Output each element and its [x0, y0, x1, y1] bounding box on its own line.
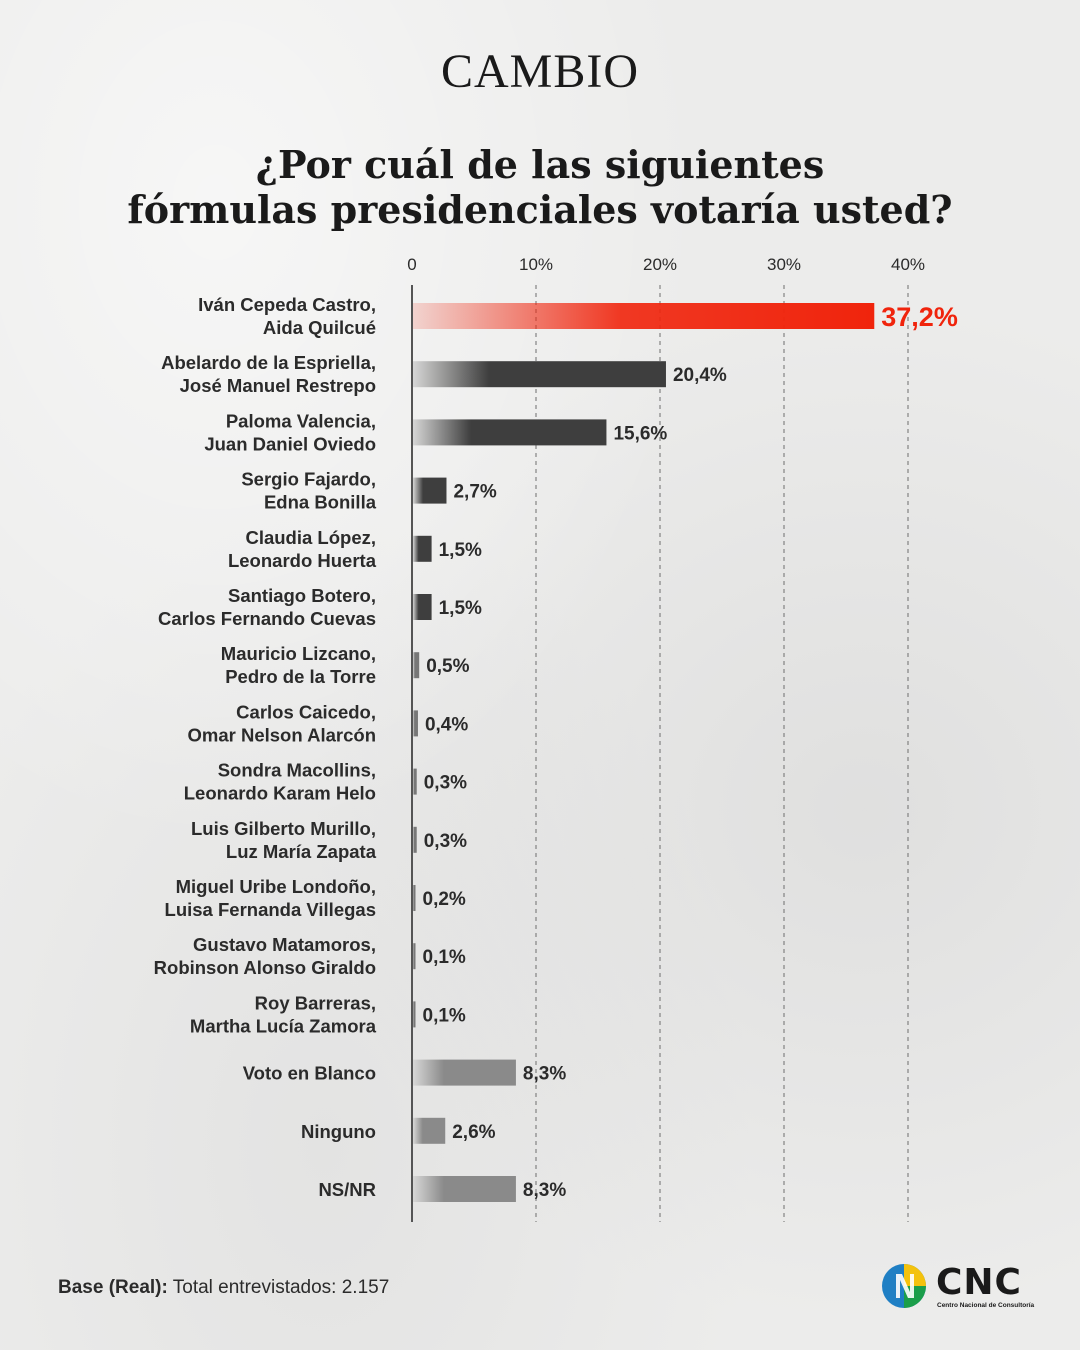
value-label: 20,4%: [673, 365, 727, 386]
brand-logo: CAMBIO: [440, 45, 640, 98]
category-label: Sondra Macollins, Leonardo Karam Helo: [184, 760, 376, 804]
bar: [413, 1117, 446, 1144]
category-label: Luis Gilberto Murillo, Luz María Zapata: [191, 818, 377, 862]
bar: [413, 303, 875, 329]
category-label: Iván Cepeda Castro, Aida Quilcué: [198, 294, 376, 338]
x-tick-label: 30%: [767, 255, 801, 274]
logo-name: CNC: [936, 1262, 1022, 1303]
category-label: Ninguno: [301, 1121, 376, 1142]
value-label: 0,2%: [423, 889, 466, 910]
category-label: Roy Barreras, Martha Lucía Zamora: [190, 992, 377, 1036]
chart-title: ¿Por cuál de las siguientes fórmulas pre…: [60, 142, 1020, 232]
category-label: Mauricio Lizcano, Pedro de la Torre: [221, 643, 376, 687]
bar: [413, 885, 416, 911]
value-label: 0,3%: [424, 831, 467, 852]
bar: [413, 1059, 516, 1086]
value-label: 1,5%: [439, 598, 482, 619]
category-label: NS/NR: [318, 1179, 376, 1200]
value-label: 0,5%: [426, 656, 469, 677]
x-tick-label: 10%: [519, 255, 553, 274]
value-label: 2,7%: [453, 482, 496, 503]
x-tick-label: 20%: [643, 255, 677, 274]
bar-chart: 0 10% 20% 30% 40% Iván Cepeda Castro, Aida Qui…: [154, 255, 958, 1222]
category-label: Abelardo de la Espriella, José Manuel Res…: [161, 352, 376, 396]
bar: [413, 1001, 416, 1028]
cnc-emblem-icon: [882, 1264, 926, 1308]
chart-title-line-1: ¿Por cuál de las siguientes: [255, 142, 825, 187]
bar: [413, 943, 416, 970]
value-label: 0,1%: [423, 947, 466, 968]
value-label: 0,1%: [423, 1005, 466, 1026]
category-label: Claudia López, Leonardo Huerta: [228, 527, 377, 571]
bar: [413, 477, 447, 504]
x-tick-label: 40%: [891, 255, 925, 274]
category-label: Santiago Botero, Carlos Fernando Cuevas: [158, 585, 376, 629]
value-label: 8,3%: [523, 1064, 566, 1085]
chart-title-line-2: fórmulas presidenciales votaría usted?: [127, 187, 953, 232]
category-label: Paloma Valencia, Juan Daniel Oviedo: [204, 410, 376, 454]
value-label: 37,2%: [881, 302, 958, 332]
sample-base-note: Base (Real): Total entrevistados: 2.157: [58, 1277, 389, 1299]
category-label: Gustavo Matamoros, Robinson Alonso Girald…: [154, 934, 376, 978]
x-tick-label: 0: [407, 255, 416, 274]
value-label: 2,6%: [452, 1122, 495, 1143]
value-label: 0,3%: [424, 773, 467, 794]
value-label: 0,4%: [425, 714, 468, 735]
bar: [413, 768, 417, 795]
bar: [413, 710, 418, 737]
logo-subtitle: Centro Nacional de Consultoría: [937, 1302, 1035, 1309]
bar: [413, 652, 420, 679]
category-label: Carlos Caicedo, Omar Nelson Alarcón: [188, 701, 376, 745]
value-label: 8,3%: [523, 1180, 566, 1201]
category-label: Sergio Fajardo, Edna Bonilla: [241, 469, 376, 513]
value-label: 1,5%: [439, 540, 482, 561]
value-label: 15,6%: [613, 423, 667, 444]
bar: [413, 594, 432, 620]
category-label: Voto en Blanco: [243, 1063, 376, 1084]
bar: [413, 826, 417, 853]
category-label: Miguel Uribe Londoño, Luisa Fernanda Vill…: [165, 876, 376, 920]
bar: [413, 1176, 516, 1202]
base-text: Total entrevistados: 2.157: [172, 1277, 390, 1298]
bar: [413, 361, 666, 388]
base-label: Base (Real):: [58, 1277, 168, 1298]
bar: [413, 535, 432, 562]
cnc-logo: CNC Centro Nacional de Consultoría: [880, 1260, 1034, 1316]
bar: [413, 419, 607, 446]
